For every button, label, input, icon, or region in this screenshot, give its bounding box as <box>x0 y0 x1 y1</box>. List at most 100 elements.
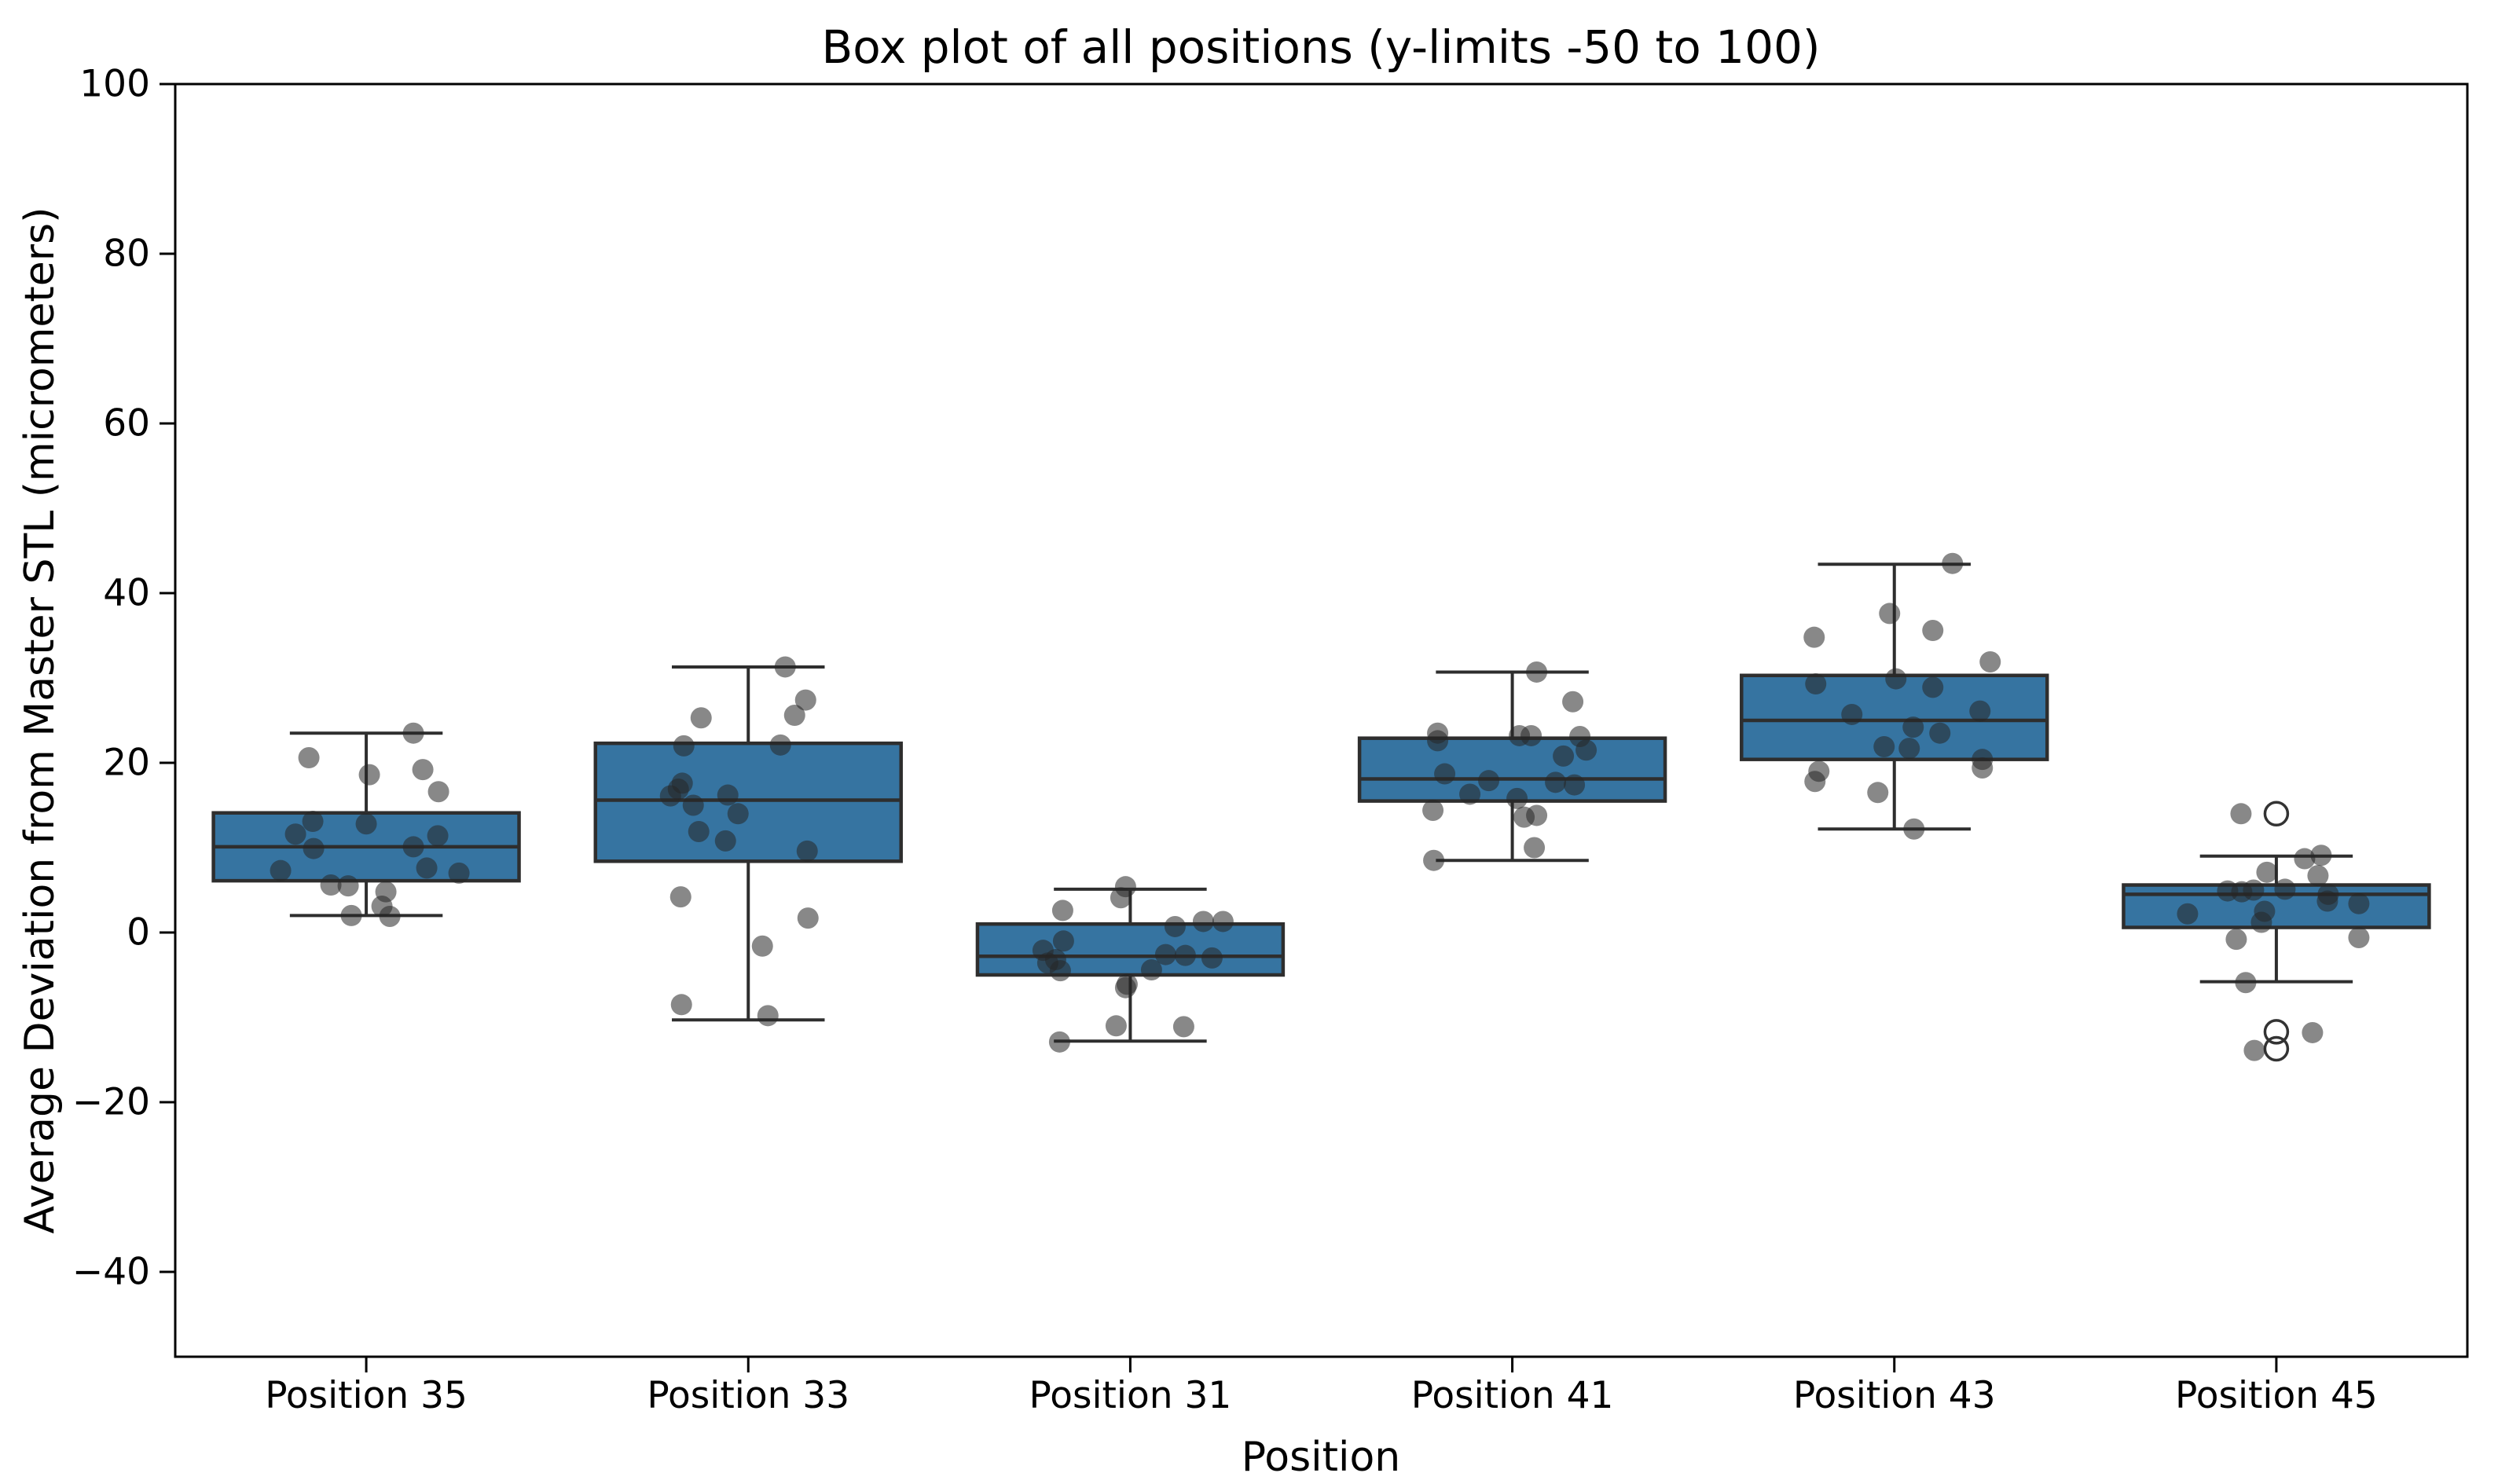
outlier-flier <box>2263 801 2290 827</box>
data-point <box>797 907 819 929</box>
iqr-box <box>593 741 903 863</box>
data-point <box>284 823 306 845</box>
data-point <box>303 837 325 859</box>
data-point <box>1459 783 1481 805</box>
y-tick-label: −20 <box>72 1081 150 1124</box>
y-tick-label: 20 <box>103 742 150 785</box>
data-point <box>1140 959 1162 981</box>
data-point <box>1575 739 1597 761</box>
data-point <box>2302 1021 2324 1043</box>
data-point <box>1804 771 1826 793</box>
x-tick-label: Position 41 <box>1411 1374 1614 1417</box>
box-group-position-33 <box>593 665 903 1022</box>
data-point <box>2225 929 2247 951</box>
data-point <box>1922 620 1944 642</box>
data-point <box>1805 673 1827 695</box>
data-point <box>1867 782 1889 804</box>
data-point <box>1164 915 1186 937</box>
data-point <box>688 820 710 842</box>
iqr-box <box>2122 883 2431 929</box>
data-point <box>1172 1016 1194 1038</box>
data-point <box>402 722 424 744</box>
data-point <box>659 785 681 807</box>
data-point <box>1201 947 1223 969</box>
data-point <box>769 734 791 756</box>
x-tick-label: Position 33 <box>647 1374 849 1417</box>
data-point <box>1972 757 1994 779</box>
data-point <box>682 794 704 816</box>
data-point <box>448 862 470 884</box>
outlier-flier <box>2263 1035 2290 1062</box>
data-point <box>1873 735 1895 757</box>
x-tick-label: Position 43 <box>1793 1374 1996 1417</box>
data-point <box>2316 890 2338 912</box>
data-point <box>1506 787 1528 809</box>
data-point <box>358 764 380 786</box>
data-point <box>1423 849 1445 871</box>
data-point <box>1903 818 1925 840</box>
outlier-flier <box>2263 1019 2290 1045</box>
data-point <box>2177 903 2199 925</box>
iqr-box <box>975 922 1286 977</box>
data-point <box>1192 911 1214 933</box>
data-point <box>1902 716 1924 738</box>
data-point <box>1422 799 1444 821</box>
data-point <box>412 759 434 781</box>
data-point <box>402 836 424 858</box>
data-point <box>1048 1031 1070 1053</box>
data-point <box>270 859 292 881</box>
data-point <box>337 875 359 897</box>
data-point <box>1929 722 1951 744</box>
data-point <box>1979 650 2001 672</box>
data-point <box>1520 724 1542 746</box>
data-point <box>2250 911 2272 933</box>
y-axis-label: Average Deviation from Master STL (micro… <box>17 207 64 1233</box>
data-point <box>340 904 362 926</box>
plot-area <box>174 82 2469 1358</box>
data-point <box>1427 730 1449 752</box>
data-point <box>1110 887 1132 909</box>
data-point <box>2274 878 2296 900</box>
data-point <box>2310 845 2332 867</box>
x-tick-label: Position 35 <box>265 1374 468 1417</box>
data-point <box>2348 926 2370 948</box>
axes-ticks-layer: −40 −20 0 20 40 60 80 100 Position 35 Position 33… <box>72 63 2378 1418</box>
data-point <box>796 840 818 862</box>
data-point <box>1564 774 1586 796</box>
data-point <box>1524 837 1546 859</box>
data-point <box>2243 879 2265 901</box>
data-point <box>2230 803 2252 825</box>
y-tick-label: −40 <box>72 1251 150 1294</box>
y-tick-label: 60 <box>103 402 150 445</box>
data-point <box>727 803 749 825</box>
data-point <box>1545 771 1567 793</box>
data-point <box>1434 763 1456 785</box>
data-point <box>355 813 377 835</box>
data-point <box>690 707 712 729</box>
data-point <box>1105 1015 1127 1037</box>
data-point <box>427 825 449 847</box>
data-point <box>298 747 320 769</box>
data-point <box>2256 861 2278 883</box>
data-point <box>1562 691 1584 713</box>
data-point <box>1052 930 1074 952</box>
data-point <box>302 811 324 833</box>
strip-points-layer <box>270 552 2370 1061</box>
y-tick-label: 80 <box>103 233 150 276</box>
data-point <box>1885 668 1907 690</box>
data-point <box>2348 892 2370 914</box>
data-point <box>1526 661 1548 683</box>
data-point <box>673 735 695 757</box>
x-tick-label: Position 31 <box>1029 1374 1232 1417</box>
y-tick-label: 100 <box>79 63 150 106</box>
data-point <box>714 830 736 852</box>
data-point <box>717 784 739 806</box>
data-point <box>669 886 691 908</box>
data-point <box>2294 848 2316 870</box>
data-point <box>1803 626 1825 648</box>
data-point <box>670 994 692 1016</box>
data-point <box>774 656 796 678</box>
data-point <box>757 1005 779 1027</box>
data-point <box>1879 603 1901 625</box>
